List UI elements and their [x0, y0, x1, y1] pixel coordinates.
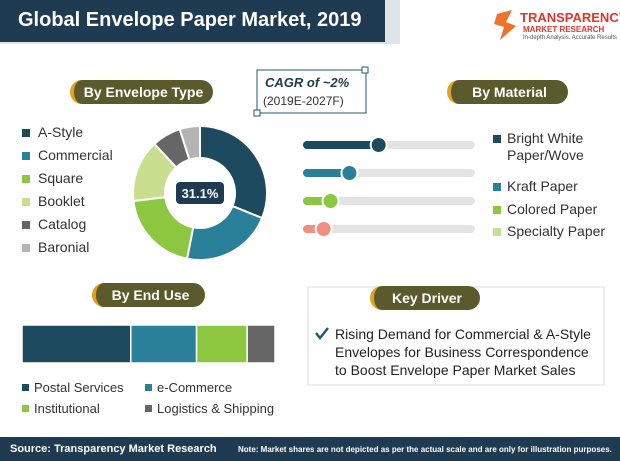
- title: Global Envelope Paper Market, 2019: [18, 9, 362, 31]
- slider-knob: [314, 220, 333, 238]
- legend-label: Booklet: [38, 193, 85, 209]
- slider-fill: [303, 169, 350, 177]
- logo-subname: MARKET RESEARCH: [523, 25, 605, 34]
- donut-slice: [178, 124, 201, 161]
- legend-swatch: [145, 405, 152, 412]
- legend-swatch: [22, 221, 30, 229]
- legend-label: Kraft Paper: [507, 178, 578, 194]
- legend-label: Logistics & Shipping: [157, 401, 275, 416]
- logo-icon: [494, 10, 516, 40]
- legend-swatch: [22, 244, 30, 252]
- key-driver-line: Rising Demand for Commercial & A-Style: [335, 326, 591, 342]
- key-driver-line: to Boost Envelope Paper Market Sales: [335, 362, 576, 378]
- legend-swatch: [493, 206, 501, 214]
- logo-name: TRANSPARENCY: [520, 10, 620, 25]
- legend-swatch: [493, 228, 501, 236]
- legend-swatch: [22, 152, 30, 160]
- section-label: By Material: [447, 80, 568, 104]
- slider-track: [303, 197, 475, 205]
- slider-fill: [303, 141, 379, 149]
- donut-slice: [132, 196, 195, 260]
- legend-label: Institutional: [34, 401, 100, 416]
- value-label: 31.1%: [182, 186, 219, 201]
- legend-swatch: [22, 384, 29, 391]
- slider-track: [303, 225, 475, 233]
- cagr-corner: [361, 66, 369, 74]
- slider-knob: [369, 136, 388, 154]
- legend-label: Colored Paper: [507, 201, 598, 217]
- legend-swatch: [145, 384, 152, 391]
- cagr-label: CAGR of ~2%: [265, 75, 350, 90]
- legend-label: Postal Services: [34, 380, 124, 395]
- section-label: Key Driver: [370, 286, 480, 310]
- section-label: By Envelope Type: [70, 80, 213, 104]
- bar-segment: [195, 324, 248, 364]
- legend-label: A-Style: [38, 124, 84, 140]
- legend-label: Specialty Paper: [507, 223, 606, 239]
- note: Note: Market shares are not depicted as …: [238, 445, 612, 454]
- legend-label: e-Commerce: [157, 380, 233, 395]
- donut-slice: [199, 124, 268, 220]
- check-icon: [315, 327, 329, 341]
- key-driver-line: Envelopes for Business Correspondence: [335, 344, 589, 360]
- slider-knob: [321, 192, 340, 210]
- footer-band: [0, 437, 620, 461]
- legend-label: Baronial: [38, 239, 90, 255]
- bar-segment: [21, 324, 132, 364]
- header-band: [0, 0, 385, 42]
- value-label-box: [176, 182, 224, 204]
- source: Source: Transparency Market Research: [10, 443, 217, 455]
- legend-swatch: [22, 175, 30, 183]
- legend-swatch: [22, 198, 30, 206]
- cagr-corner: [253, 109, 261, 117]
- key-driver-text: Rising Demand for Commercial & A-Style E…: [335, 325, 591, 379]
- donut-slice: [185, 204, 264, 261]
- cagr-period: (2019E-2027F): [263, 94, 344, 108]
- legend-swatch: [22, 129, 30, 137]
- bar-segment: [246, 324, 276, 364]
- logo-tagline: In-depth Analysis. Accurate Results: [523, 35, 618, 41]
- legend-label: Catalog: [38, 216, 87, 232]
- slider-knob: [340, 164, 359, 182]
- legend-label: Bright White Paper/Wove: [507, 130, 584, 163]
- legend-label: Square: [38, 170, 84, 186]
- cagr-box: [256, 69, 367, 114]
- legend-label: Commercial: [38, 147, 113, 163]
- legend-swatch: [493, 183, 501, 191]
- section-label: By End Use: [92, 283, 205, 307]
- bar-segment: [130, 324, 198, 364]
- legend-swatch: [493, 135, 501, 143]
- legend-swatch: [22, 405, 29, 412]
